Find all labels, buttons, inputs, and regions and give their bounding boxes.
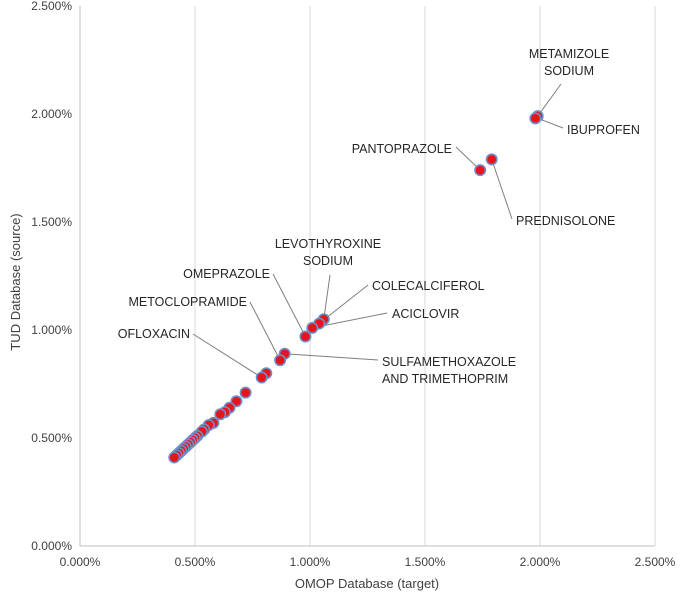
x-tick-label: 2.500% [635,555,676,569]
annotation-label: ACICLOVIR [392,307,459,321]
y-axis-title: TUD Database (source) [8,213,23,350]
annotation-label-line: PREDNISOLONE [516,214,615,228]
annotation-label: LEVOTHYROXINE SODIUM [275,237,381,268]
x-tick-label: 1.500% [405,555,446,569]
annotation-label: PREDNISOLONE [516,214,615,228]
annotation-label: IBUPROFEN [567,123,640,137]
y-tick-label: 2.000% [31,107,72,121]
y-tick-label: 1.000% [31,323,72,337]
axes [79,6,655,547]
annotation-labels: METAMIZOLE SODIUM IBUPROFEN PANTOPRAZOLE PRE… [118,47,640,386]
data-point [274,354,287,367]
annotation-label-line: SODIUM [303,254,353,268]
annotation-label: SULFAMETHOXAZOLE AND TRIMETHOPRIM [382,355,516,386]
annotation-label-line: OMEPRAZOLE [183,267,270,281]
annotation-label-line: PANTOPRAZOLE [352,142,452,156]
x-tick-labels: 0.000% 0.500% 1.000% 1.500% 2.000% 2.500% [60,555,676,569]
annotation-label-line: ACICLOVIR [392,307,459,321]
data-point [299,330,312,343]
annotation-label-line: METAMIZOLE [529,47,609,61]
gridlines [194,6,656,546]
annotation-leader-line [537,83,562,117]
annotation-leader-line [491,159,513,220]
data-point [529,112,542,125]
annotation-leader-line [323,274,331,320]
data-point [474,164,487,177]
y-tick-label: 0.000% [31,539,72,553]
data-point [168,451,181,464]
annotation-label: OMEPRAZOLE [183,267,270,281]
data-point [485,153,498,166]
data-point [214,408,227,421]
annotation-leaders [192,83,564,378]
annotation-label: METOCLOPRAMIDE [128,295,247,309]
y-tick-labels: 0.000% 0.500% 1.000% 1.500% 2.000% 2.500% [31,0,72,553]
annotation-leader-line [272,273,306,337]
data-points [168,110,544,464]
data-point [255,371,268,384]
annotation-label-line: LEVOTHYROXINE [275,237,381,251]
y-tick-label: 1.500% [31,215,72,229]
annotation-label-line: SULFAMETHOXAZOLE [382,355,516,369]
annotation-leader-line [284,353,379,361]
y-tick-label: 2.500% [31,0,72,13]
annotation-leader-line [192,333,262,378]
x-tick-label: 0.000% [60,555,101,569]
annotation-label-line: METOCLOPRAMIDE [128,295,247,309]
annotation-label-line: COLECALCIFEROL [372,279,485,293]
annotation-label: OFLOXACIN [118,327,190,341]
y-tick-label: 0.500% [31,431,72,445]
x-tick-label: 0.500% [175,555,216,569]
annotation-label-line: OFLOXACIN [118,327,190,341]
annotation-label: COLECALCIFEROL [372,279,485,293]
data-point [306,321,319,334]
annotation-label-line: AND TRIMETHOPRIM [382,372,508,386]
x-axis-title: OMOP Database (target) [295,576,439,591]
annotation-label-line: IBUPROFEN [567,123,640,137]
x-tick-label: 2.000% [520,555,561,569]
annotation-label: PANTOPRAZOLE [352,142,452,156]
annotation-leader-line [249,301,281,361]
x-tick-label: 1.000% [290,555,331,569]
data-point [239,386,252,399]
annotation-label-line: SODIUM [544,64,594,78]
annotation-label: METAMIZOLE SODIUM [529,47,609,78]
